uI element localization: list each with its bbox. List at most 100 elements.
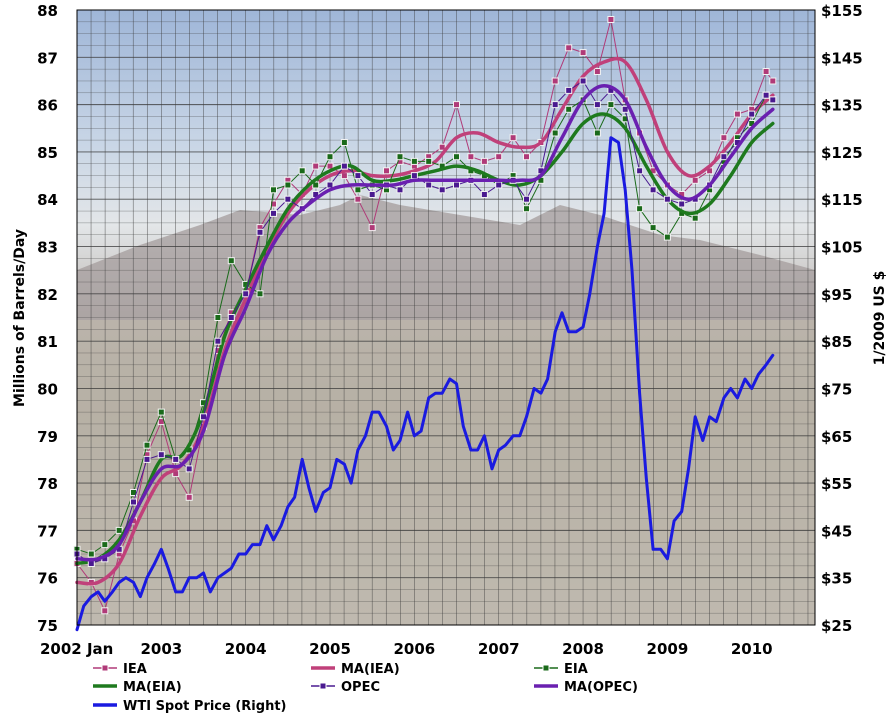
data-point	[101, 541, 109, 549]
data-point	[649, 186, 657, 194]
legend-swatch-marker	[542, 664, 550, 672]
y-tick-label-right: $75	[821, 380, 852, 398]
y-tick-label-left: 82	[37, 286, 58, 304]
data-point	[270, 186, 277, 194]
data-point	[453, 101, 460, 109]
data-point	[340, 139, 348, 146]
data-point	[678, 200, 686, 208]
x-tick-label: 2005	[309, 640, 351, 658]
y-tick-label-right: $25	[821, 617, 852, 635]
y-tick-label-right: $65	[821, 428, 852, 446]
data-point	[523, 153, 530, 161]
data-point	[256, 228, 264, 236]
data-point	[565, 44, 573, 52]
data-point	[270, 200, 277, 208]
legend-item: IEA	[93, 662, 147, 677]
y-axis-right: $25 $35 $45 $55 $65 $75 $85 $95 $105 $115 $125 $135…	[821, 2, 863, 635]
data-point	[480, 191, 488, 198]
y-tick-label-right: $145	[821, 49, 863, 67]
legend-item: MA(OPEC)	[534, 680, 638, 695]
plot-frame	[76, 9, 816, 626]
data-point	[607, 16, 615, 23]
data-point	[157, 408, 165, 416]
y-tick-label-left: 80	[37, 380, 58, 398]
data-point	[354, 186, 362, 194]
y-tick-label-right: $45	[821, 522, 852, 540]
data-point	[453, 181, 460, 189]
data-point	[157, 451, 165, 459]
legend-item: MA(IEA)	[311, 662, 400, 677]
series-ma-opec	[75, 83, 775, 562]
legend-swatch-marker	[101, 664, 109, 672]
data-point	[410, 157, 418, 165]
legend-swatch-marker	[319, 682, 327, 690]
data-point	[453, 153, 460, 161]
data-point	[396, 153, 404, 161]
data-point	[467, 153, 475, 161]
x-tick-label: 2008	[562, 640, 604, 658]
data-point	[769, 77, 777, 85]
data-point	[720, 153, 728, 161]
x-tick-label: 2007	[478, 640, 520, 658]
data-point	[769, 96, 777, 104]
legend-item: MA(EIA)	[93, 680, 182, 695]
y-tick-label-right: $35	[821, 570, 852, 588]
data-point	[565, 105, 573, 113]
series-layer	[73, 16, 777, 632]
data-point	[368, 224, 376, 232]
data-point	[326, 153, 334, 161]
data-point	[242, 290, 250, 298]
data-point	[425, 157, 433, 165]
data-point	[733, 110, 741, 118]
y-tick-label-left: 81	[37, 333, 58, 351]
data-point	[185, 465, 193, 473]
y-tick-label-right: $155	[821, 2, 863, 20]
data-point	[284, 181, 292, 189]
data-point	[691, 214, 699, 222]
legend-label: WTI Spot Price (Right)	[123, 699, 286, 714]
data-point	[214, 314, 222, 321]
data-point	[663, 195, 671, 203]
y-axis-title-right: 1/2009 US $	[872, 271, 888, 366]
data-point	[579, 77, 587, 85]
data-point	[143, 441, 151, 449]
data-point	[607, 101, 615, 109]
data-point	[312, 181, 320, 189]
data-point	[762, 91, 770, 99]
legend-label: EIA	[564, 662, 588, 677]
data-point	[312, 162, 320, 170]
data-point	[368, 191, 376, 198]
data-point	[523, 195, 530, 203]
y-tick-label-left: 78	[37, 475, 58, 493]
legend-label: IEA	[123, 662, 147, 677]
data-point	[256, 290, 264, 298]
legend-label: MA(EIA)	[123, 680, 182, 695]
legend-label: MA(IEA)	[341, 662, 400, 677]
series-line	[75, 83, 775, 562]
data-point	[720, 134, 728, 142]
data-point	[185, 493, 193, 501]
data-point	[636, 167, 644, 175]
data-point	[115, 526, 123, 534]
data-point	[495, 181, 503, 189]
data-point	[87, 550, 95, 558]
legend-label: OPEC	[341, 680, 380, 695]
data-point	[663, 233, 671, 241]
data-point	[298, 167, 306, 175]
y-tick-label-left: 85	[37, 144, 58, 162]
x-tick-label: 2004	[225, 640, 267, 658]
legend-item: EIA	[534, 662, 588, 677]
data-point	[593, 129, 601, 137]
data-point	[621, 115, 629, 123]
data-point	[636, 205, 644, 213]
data-point	[340, 162, 348, 170]
x-tick-label: 2006	[393, 640, 435, 658]
data-point	[495, 153, 503, 161]
data-point	[284, 195, 292, 203]
x-tick-label: 2009	[647, 640, 689, 658]
x-axis: 2002 Jan 2003 2004 2005 2006 2007 2008 2009 2010	[40, 640, 773, 658]
y-tick-label-left: 83	[37, 239, 58, 257]
data-point	[340, 172, 348, 180]
data-point	[396, 186, 404, 194]
data-point	[565, 86, 573, 94]
